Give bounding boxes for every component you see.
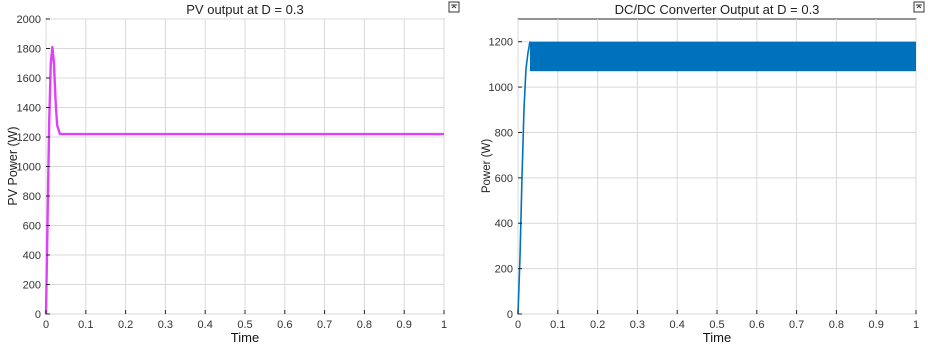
tick-labels: 0 0.1 0.2 0.3 0.4 0.5 0.6 0.7 0.8 0.9 1 0 200 400 600 8… bbox=[489, 37, 920, 331]
x-tick-label: 0.3 bbox=[630, 319, 645, 331]
x-tick-label: 0.4 bbox=[198, 319, 213, 331]
series-layer bbox=[44, 45, 444, 315]
y-tick-label: 2000 bbox=[17, 14, 41, 26]
series-layer bbox=[517, 41, 916, 315]
x-tick-label: 0.4 bbox=[670, 319, 685, 331]
x-tick-label: 0.6 bbox=[749, 319, 764, 331]
x-tick-label: 0.7 bbox=[317, 319, 332, 331]
series-oscillation-band bbox=[529, 41, 916, 72]
y-tick-label: 800 bbox=[23, 191, 41, 203]
y-tick-label: 1000 bbox=[17, 162, 41, 174]
y-tick-label: 600 bbox=[495, 173, 513, 185]
y-tick-label: 1600 bbox=[17, 73, 41, 85]
x-tick-label: 0.6 bbox=[277, 319, 292, 331]
chart-title: PV output at D = 0.3 bbox=[186, 2, 303, 17]
y-tick-label: 1200 bbox=[17, 132, 41, 144]
y-tick-label: 800 bbox=[495, 127, 513, 139]
x-tick-label: 0.5 bbox=[237, 319, 252, 331]
dcdc-output-chart: 0 0.1 0.2 0.3 0.4 0.5 0.6 0.7 0.8 0.9 1 0 200 400 600 8… bbox=[481, 2, 919, 345]
x-tick-label: 0.3 bbox=[158, 319, 173, 331]
series-line bbox=[44, 45, 444, 315]
y-tick-label: 1200 bbox=[489, 37, 513, 49]
x-tick-label: 0.9 bbox=[397, 319, 412, 331]
x-tick-label: 0.9 bbox=[869, 319, 884, 331]
y-tick-label: 200 bbox=[23, 280, 41, 292]
y-axis-label: PV Power (W) bbox=[6, 126, 20, 205]
y-tick-label: 600 bbox=[23, 221, 41, 233]
y-tick-label: 200 bbox=[495, 264, 513, 276]
y-tick-label: 400 bbox=[495, 218, 513, 230]
x-tick-label: 0.1 bbox=[78, 319, 93, 331]
x-axis-label: Time bbox=[703, 330, 731, 345]
y-axis-label: Power (W) bbox=[481, 139, 493, 193]
x-tick-label: 0 bbox=[43, 319, 49, 331]
x-tick-label: 0.8 bbox=[829, 319, 844, 331]
y-tick-label: 1400 bbox=[17, 103, 41, 115]
pin-icon[interactable] bbox=[448, 1, 460, 13]
x-tick-label: 1 bbox=[441, 319, 447, 331]
x-tick-label: 0.2 bbox=[590, 319, 605, 331]
y-tick-label: 1000 bbox=[489, 82, 513, 94]
y-tick-label: 0 bbox=[35, 309, 41, 321]
series-line bbox=[517, 41, 531, 315]
x-tick-label: 1 bbox=[913, 319, 919, 331]
x-tick-label: 0 bbox=[515, 319, 521, 331]
x-tick-label: 0.1 bbox=[550, 319, 565, 331]
pin-icon[interactable] bbox=[913, 1, 925, 13]
pv-output-chart: 0 0.1 0.2 0.3 0.4 0.5 0.6 0.7 0.8 0.9 1 0 200 400 600 8… bbox=[6, 2, 447, 345]
x-axis-label: Time bbox=[231, 330, 259, 345]
y-tick-label: 1800 bbox=[17, 44, 41, 56]
tick-labels: 0 0.1 0.2 0.3 0.4 0.5 0.6 0.7 0.8 0.9 1 0 200 400 600 8… bbox=[17, 14, 448, 331]
x-tick-label: 0.2 bbox=[118, 319, 133, 331]
x-tick-label: 0.5 bbox=[709, 319, 724, 331]
x-tick-label: 0.8 bbox=[357, 319, 372, 331]
x-tick-label: 0.7 bbox=[789, 319, 804, 331]
y-tick-label: 0 bbox=[507, 309, 513, 321]
y-tick-label: 400 bbox=[23, 250, 41, 262]
chart-title: DC/DC Converter Output at D = 0.3 bbox=[615, 2, 820, 17]
